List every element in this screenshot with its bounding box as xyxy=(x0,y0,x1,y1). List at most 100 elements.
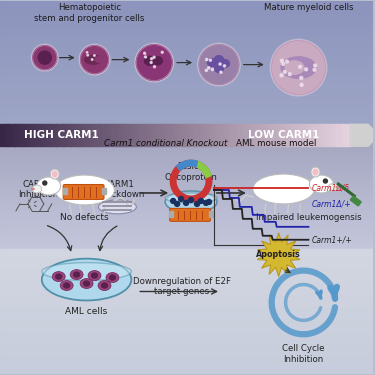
Bar xyxy=(0,51,373,55)
Bar xyxy=(0,72,373,76)
Circle shape xyxy=(79,44,110,75)
Bar xyxy=(0,274,373,281)
Bar xyxy=(0,207,373,212)
Bar xyxy=(39,124,42,146)
Ellipse shape xyxy=(84,281,90,286)
Circle shape xyxy=(206,58,208,61)
Circle shape xyxy=(184,200,189,206)
Bar xyxy=(210,124,214,146)
Ellipse shape xyxy=(52,171,57,177)
Circle shape xyxy=(161,51,163,53)
Circle shape xyxy=(195,201,200,206)
Ellipse shape xyxy=(153,57,162,65)
Bar xyxy=(259,124,263,146)
Bar xyxy=(0,15,373,19)
Circle shape xyxy=(86,52,88,53)
Ellipse shape xyxy=(207,58,216,67)
Bar xyxy=(196,124,200,146)
Circle shape xyxy=(150,62,152,63)
Bar xyxy=(0,80,373,84)
Circle shape xyxy=(153,66,156,68)
Bar xyxy=(287,124,291,146)
Text: Impaired leukemogensis: Impaired leukemogensis xyxy=(256,213,361,222)
Bar xyxy=(0,268,373,274)
Circle shape xyxy=(284,70,286,74)
Bar xyxy=(144,124,148,146)
Bar xyxy=(0,98,373,102)
Bar xyxy=(224,124,228,146)
Circle shape xyxy=(209,59,212,61)
Circle shape xyxy=(211,68,213,70)
Bar xyxy=(305,124,309,146)
Circle shape xyxy=(189,198,194,202)
Bar xyxy=(88,124,92,146)
Text: Hematopoietic
stem and progenitor cells: Hematopoietic stem and progenitor cells xyxy=(34,3,145,23)
Bar xyxy=(161,124,165,146)
Bar xyxy=(0,62,373,66)
Bar xyxy=(0,318,373,324)
Bar xyxy=(270,124,274,146)
Bar xyxy=(0,349,373,355)
Text: Carm1Δ/δ: Carm1Δ/δ xyxy=(312,183,350,192)
Bar xyxy=(0,130,373,134)
Circle shape xyxy=(38,51,51,64)
Bar xyxy=(0,29,373,33)
Bar xyxy=(49,124,53,146)
Bar xyxy=(60,124,63,146)
Bar xyxy=(322,124,326,146)
Ellipse shape xyxy=(95,57,102,62)
Bar xyxy=(105,124,109,146)
Bar xyxy=(102,124,106,146)
Text: AML cells: AML cells xyxy=(66,308,108,316)
Bar xyxy=(0,40,373,44)
Bar xyxy=(109,124,112,146)
Bar xyxy=(140,124,144,146)
Bar xyxy=(249,124,253,146)
Text: Carm1+/+: Carm1+/+ xyxy=(312,235,352,244)
Text: Carm1 conditional Knockout: Carm1 conditional Knockout xyxy=(105,139,228,148)
Bar xyxy=(266,124,270,146)
Bar xyxy=(0,83,373,87)
Bar xyxy=(0,65,373,69)
Bar xyxy=(0,148,373,152)
Bar xyxy=(0,204,373,208)
Bar xyxy=(0,44,373,48)
Text: CARM1
Inhibition: CARM1 Inhibition xyxy=(18,180,58,200)
Bar xyxy=(24,124,28,146)
Bar xyxy=(245,124,249,146)
Text: Downregulation of E2F
target genes: Downregulation of E2F target genes xyxy=(133,277,231,296)
Ellipse shape xyxy=(253,174,315,204)
Bar xyxy=(298,124,302,146)
Ellipse shape xyxy=(98,280,111,291)
Bar xyxy=(0,250,373,374)
Bar xyxy=(200,124,204,146)
Bar xyxy=(326,124,330,146)
Circle shape xyxy=(224,65,226,67)
Bar xyxy=(81,124,85,146)
Bar xyxy=(0,361,373,368)
Bar xyxy=(112,124,116,146)
Bar xyxy=(0,197,373,201)
Ellipse shape xyxy=(281,57,316,78)
Circle shape xyxy=(298,65,302,68)
Bar xyxy=(0,4,373,8)
Bar xyxy=(0,324,373,330)
Bar xyxy=(35,124,39,146)
Bar xyxy=(136,124,141,146)
Bar xyxy=(294,124,298,146)
Bar xyxy=(0,87,373,91)
Bar xyxy=(0,342,373,349)
FancyBboxPatch shape xyxy=(170,209,210,221)
Bar xyxy=(263,124,267,146)
Text: HIGH CARM1: HIGH CARM1 xyxy=(24,130,99,140)
FancyBboxPatch shape xyxy=(63,184,104,200)
Circle shape xyxy=(33,46,57,70)
Bar xyxy=(74,124,78,146)
Bar xyxy=(0,305,373,312)
Bar xyxy=(0,141,373,145)
Bar xyxy=(0,190,373,194)
Bar xyxy=(168,124,172,146)
Bar xyxy=(0,194,373,198)
Bar xyxy=(308,124,312,146)
Ellipse shape xyxy=(106,273,119,282)
